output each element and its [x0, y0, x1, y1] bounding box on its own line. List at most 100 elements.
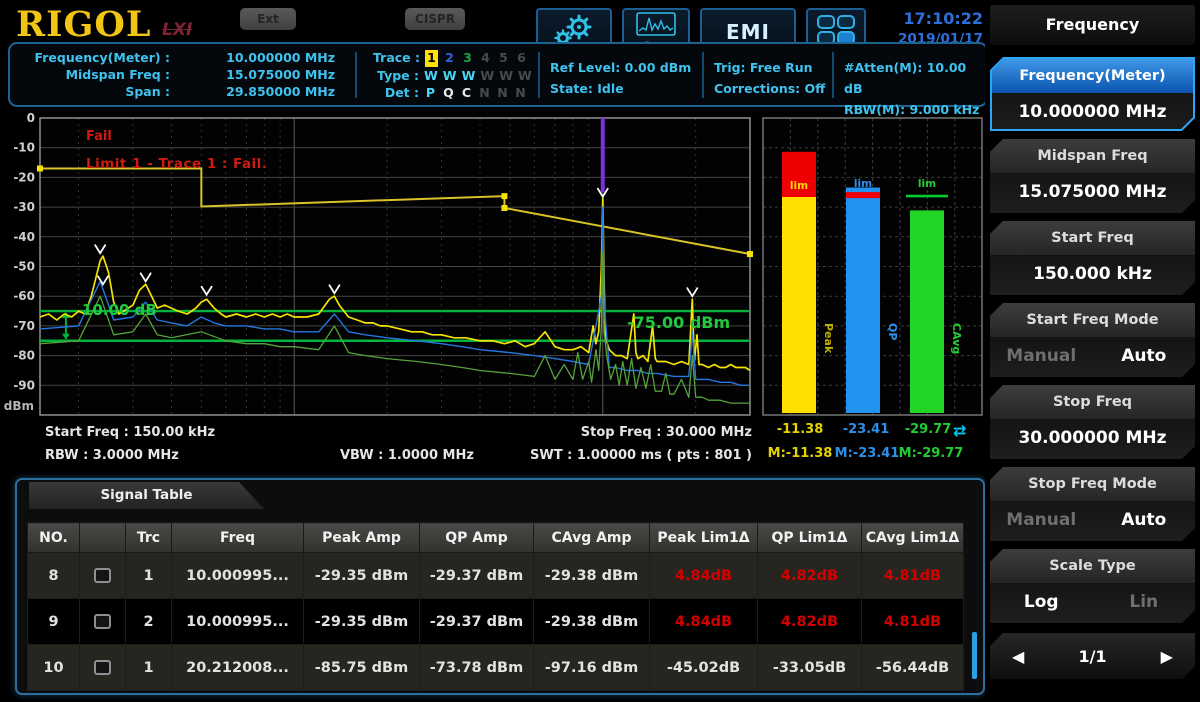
stop-freq-readout: Stop Freq : 30.000 MHz: [540, 425, 752, 440]
type-2: W: [443, 68, 457, 85]
page-prev-arrow[interactable]: ◀: [1012, 647, 1024, 666]
signal-table: NO.TrcFreqPeak AmpQP AmpCAvg AmpPeak Lim…: [27, 522, 964, 691]
type-6: W: [518, 68, 532, 85]
option-manual[interactable]: Manual: [990, 501, 1093, 541]
cispr-button[interactable]: CISPR: [405, 8, 465, 30]
signal-table-tab[interactable]: Signal Table: [29, 482, 264, 509]
softkey-label: Start Freq: [990, 221, 1195, 255]
span-value: 29.850000 MHz: [180, 83, 335, 100]
det-5: N: [496, 85, 509, 102]
table-cell: -29.38 dBm: [534, 553, 650, 599]
softkey-scale-type[interactable]: Scale TypeLogLin: [990, 549, 1195, 623]
table-cell: 1: [126, 645, 172, 691]
softkey-frequency-meter-[interactable]: Frequency(Meter)10.000000 MHz: [990, 57, 1195, 131]
table-row[interactable]: 8110.000995...-29.35 dBm-29.37 dBm-29.38…: [28, 553, 964, 599]
freq-values: 10.000000 MHz 15.075000 MHz 29.850000 MH…: [180, 49, 335, 100]
table-cell: 20.212008...: [172, 645, 304, 691]
y-axis-tick: -50: [13, 260, 35, 274]
softkey-value: 15.075000 MHz: [990, 173, 1195, 213]
divider: [355, 52, 357, 98]
row-checkbox[interactable]: [94, 614, 111, 629]
start-freq-readout: Start Freq : 150.00 kHz: [45, 425, 215, 440]
table-cell: [80, 645, 126, 691]
table-header: CAvg Lim1Δ: [862, 523, 964, 553]
type-4: W: [480, 68, 494, 85]
y-axis-tick: -60: [13, 289, 35, 303]
trace-3-badge[interactable]: 3: [461, 50, 474, 67]
table-cell: [80, 599, 126, 645]
bar-detector-label: QP: [886, 323, 899, 340]
emi-mode-label: EMI: [726, 20, 770, 44]
table-header: NO.: [28, 523, 80, 553]
trace-6-badge[interactable]: 6: [515, 50, 528, 67]
page-next-arrow[interactable]: ▶: [1161, 647, 1173, 666]
table-cell: -85.75 dBm: [304, 645, 420, 691]
softkey-label: Stop Freq: [990, 385, 1195, 419]
table-header: Peak Lim1Δ: [650, 523, 758, 553]
span-label: Span :: [20, 83, 170, 100]
trace-1-badge[interactable]: 1: [425, 50, 438, 67]
table-row[interactable]: 9210.000995...-29.35 dBm-29.37 dBm-29.38…: [28, 599, 964, 645]
ref-state-block: Ref Level: 0.00 dBm State: Idle: [550, 57, 691, 99]
trig-block: Trig: Free Run Corrections: Off: [714, 57, 825, 99]
softkey-start-freq[interactable]: Start Freq150.000 kHz: [990, 221, 1195, 295]
type-1: W: [424, 68, 438, 85]
signal-table-panel: Signal Table NO.TrcFreqPeak AmpQP AmpCAv…: [15, 478, 985, 695]
table-scrollbar[interactable]: [972, 632, 977, 679]
swt-readout: SWT : 1.00000 ms ( pts : 801 ): [530, 448, 752, 463]
softkey-midspan-freq[interactable]: Midspan Freq15.075000 MHz: [990, 139, 1195, 213]
trig: Trig: Free Run: [714, 57, 825, 78]
trace-status-block: Trace :123456 Type :WWWWWW Det :PQCNNN: [368, 49, 532, 102]
table-cell: 1: [126, 553, 172, 599]
table-cell: 4.84dB: [650, 553, 758, 599]
softkey-stop-freq[interactable]: Stop Freq30.000000 MHz: [990, 385, 1195, 459]
y-axis-tick: -80: [13, 349, 35, 363]
trace-5-badge[interactable]: 5: [497, 50, 510, 67]
sync-icon[interactable]: ⇄: [953, 421, 966, 440]
option-lin[interactable]: Lin: [1093, 583, 1196, 623]
y-axis-unit: dBm: [4, 399, 34, 413]
page-indicator: 1/1: [1078, 647, 1106, 666]
limit-delta-label: 10.00 dB: [82, 301, 157, 319]
option-auto[interactable]: Auto: [1093, 501, 1196, 541]
row-checkbox[interactable]: [94, 568, 111, 583]
table-header: Freq: [172, 523, 304, 553]
softkey-label: Scale Type: [990, 549, 1195, 583]
divider: [832, 52, 834, 98]
y-axis-tick: -70: [13, 319, 35, 333]
table-header: QP Amp: [420, 523, 534, 553]
ext-button[interactable]: Ext: [240, 8, 296, 30]
softkey-label: Start Freq Mode: [990, 303, 1195, 337]
divider: [702, 52, 704, 98]
lxi-logo: LXI: [162, 20, 192, 40]
bar-detector-label: Peak: [822, 323, 835, 354]
table-cell: 10.000995...: [172, 553, 304, 599]
lim-label: lim: [918, 178, 936, 190]
table-cell: -33.05dB: [758, 645, 862, 691]
trace-4-badge[interactable]: 4: [479, 50, 492, 67]
table-cell: -29.35 dBm: [304, 599, 420, 645]
limit-fail-message: Limit 1 - Trace 1 : Fail.: [86, 156, 267, 172]
table-header: QP Lim1Δ: [758, 523, 862, 553]
det-6: N: [514, 85, 527, 102]
det-2: Q: [442, 85, 455, 102]
corrections: Corrections: Off: [714, 78, 825, 99]
table-row[interactable]: 10120.212008...-85.75 dBm-73.78 dBm-97.1…: [28, 645, 964, 691]
option-auto[interactable]: Auto: [1093, 337, 1196, 377]
table-header: [80, 523, 126, 553]
table-cell: [80, 553, 126, 599]
softkey-stop-freq-mode[interactable]: Stop Freq ModeManualAuto: [990, 467, 1195, 541]
row-checkbox[interactable]: [94, 660, 111, 675]
trace-2-badge[interactable]: 2: [443, 50, 456, 67]
option-log[interactable]: Log: [990, 583, 1093, 623]
ref-level: Ref Level: 0.00 dBm: [550, 57, 691, 78]
option-manual[interactable]: Manual: [990, 337, 1093, 377]
softkey-value: 30.000000 MHz: [990, 419, 1195, 459]
table-cell: 4.82dB: [758, 599, 862, 645]
softkey-start-freq-mode[interactable]: Start Freq ModeManualAuto: [990, 303, 1195, 377]
softkey-value: 10.000000 MHz: [992, 93, 1193, 133]
menu-title: Frequency: [990, 5, 1195, 45]
freq-meter-label: Frequency(Meter) :: [20, 49, 170, 66]
peak-value: -11.38: [770, 422, 830, 437]
table-cell: 10: [28, 645, 80, 691]
